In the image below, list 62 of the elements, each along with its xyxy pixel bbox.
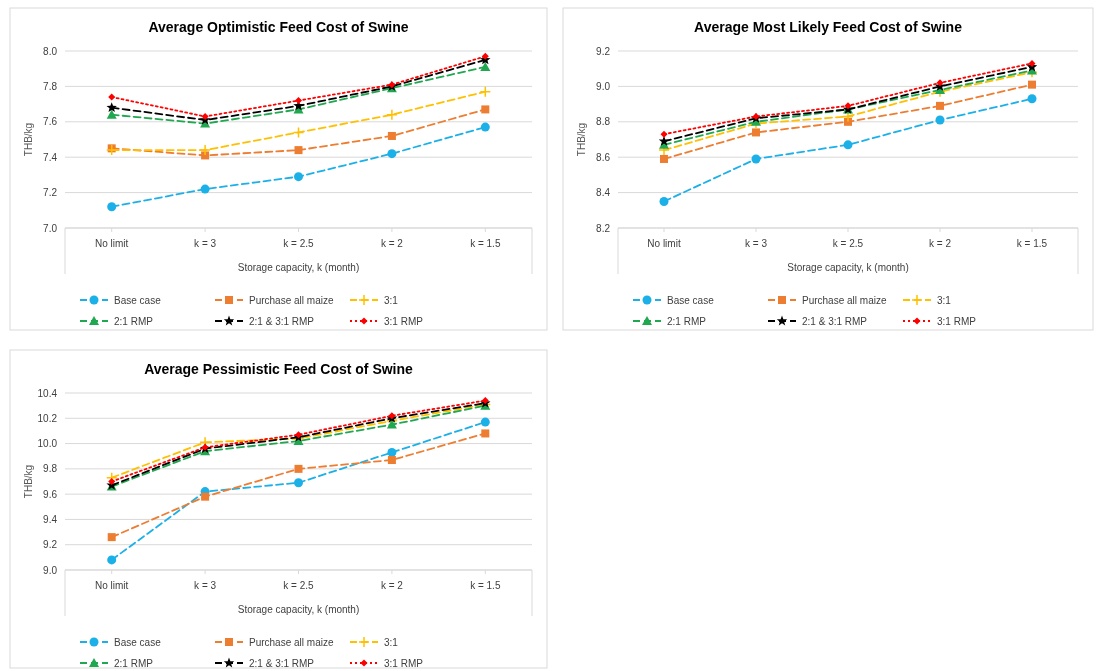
x-tick-label: No limit — [647, 238, 681, 249]
y-tick-label: 7.0 — [43, 222, 58, 234]
y-tick-label: 8.2 — [596, 222, 611, 234]
x-tick-label: k = 2 — [929, 238, 952, 249]
x-tick-label: k = 3 — [194, 238, 217, 249]
y-tick-label: 10.4 — [37, 387, 58, 399]
y-axis-title: THB/kg — [23, 464, 34, 499]
x-tick-label: k = 2 — [380, 580, 404, 591]
x-axis-title: Storage capacity, k (month) — [787, 262, 909, 273]
y-tick-label: 9.2 — [43, 539, 58, 551]
y-tick-label: 8.6 — [596, 151, 611, 163]
legend-label: 2:1 & 3:1 RMP — [802, 315, 868, 327]
y-tick-label: 7.2 — [43, 187, 58, 199]
y-tick-label: 7.4 — [43, 151, 58, 163]
legend-label: 2:1 RMP — [667, 315, 707, 327]
y-tick-label: 9.4 — [43, 513, 58, 525]
legend-label: Base case — [114, 294, 162, 306]
x-tick-label: k = 2.5 — [283, 580, 315, 591]
x-tick-label: k = 2.5 — [283, 238, 315, 249]
y-tick-label: 10.0 — [37, 438, 58, 450]
legend-label: 2:1 & 3:1 RMP — [249, 315, 315, 327]
y-tick-label: 10.2 — [37, 412, 58, 424]
y-tick-label: 7.6 — [43, 116, 58, 128]
y-axis-title: THB/kg — [576, 122, 587, 157]
y-tick-label: 7.8 — [43, 80, 58, 92]
legend-label: Purchase all maize — [249, 294, 334, 306]
y-tick-label: 8.4 — [596, 187, 611, 199]
legend-label: Base case — [667, 294, 715, 306]
chart-title: Average Optimistic Feed Cost of Swine — [148, 19, 409, 35]
y-tick-label: 9.0 — [43, 564, 58, 576]
x-tick-label: No limit — [95, 580, 129, 591]
x-axis-title: Storage capacity, k (month) — [237, 604, 360, 615]
legend-label: 3:1 RMP — [384, 315, 424, 327]
legend-label: 2:1 RMP — [114, 315, 154, 327]
legend-label: Base case — [114, 636, 162, 648]
legend-label: 3:1 RMP — [384, 657, 424, 669]
y-tick-label: 8.8 — [596, 116, 611, 128]
legend-label: 3:1 RMP — [937, 315, 977, 327]
x-tick-label: k = 3 — [745, 238, 768, 249]
legend-label: 3:1 — [937, 294, 952, 306]
legend-label: Purchase all maize — [249, 636, 334, 648]
legend-label: 3:1 — [384, 636, 399, 648]
x-tick-label: k = 3 — [194, 580, 217, 591]
legend-label: 2:1 RMP — [114, 657, 154, 669]
x-axis-title: Storage capacity, k (month) — [237, 262, 360, 273]
x-tick-label: k = 1.5 — [1016, 238, 1048, 249]
y-tick-label: 9.8 — [43, 463, 58, 475]
y-axis-title: THB/kg — [23, 122, 34, 157]
legend-label: 2:1 & 3:1 RMP — [249, 657, 315, 669]
y-tick-label: 9.2 — [596, 45, 611, 57]
chart-title: Average Pessimistic Feed Cost of Swine — [144, 361, 414, 377]
x-tick-label: k = 1.5 — [470, 580, 501, 591]
x-tick-label: k = 1.5 — [470, 238, 501, 249]
legend-label: Purchase all maize — [802, 294, 887, 306]
x-tick-label: No limit — [95, 238, 129, 249]
legend-label: 3:1 — [384, 294, 399, 306]
y-tick-label: 8.0 — [43, 45, 58, 57]
x-tick-label: k = 2 — [380, 238, 404, 249]
chart-title: Average Most Likely Feed Cost of Swine — [694, 19, 963, 35]
y-tick-label: 9.0 — [596, 80, 611, 92]
x-tick-label: k = 2.5 — [832, 238, 864, 249]
y-tick-label: 9.6 — [43, 488, 58, 500]
